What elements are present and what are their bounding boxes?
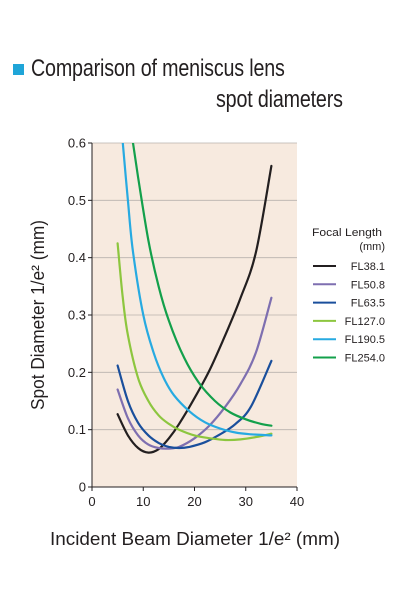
y-tick-label: 0 bbox=[79, 480, 86, 495]
legend-label-FL127.0: FL127.0 bbox=[345, 316, 385, 328]
x-tick-label: 40 bbox=[290, 494, 304, 509]
series-line-FL127.0 bbox=[116, 242, 273, 442]
x-axis-ticks: 0 10 20 30 40 bbox=[88, 487, 304, 509]
legend: Focal Length (mm) FL38.1 FL50.8 FL63.5 FL12… bbox=[312, 227, 385, 365]
legend-label-FL254.0: FL254.0 bbox=[345, 353, 385, 365]
x-tick-label: 20 bbox=[187, 494, 201, 509]
legend-title-units: (mm) bbox=[359, 241, 385, 253]
y-tick-label: 0.3 bbox=[68, 308, 86, 323]
chart-title-line-1: Comparison of meniscus lens bbox=[31, 55, 285, 82]
title-marker-icon bbox=[13, 64, 24, 75]
x-axis-label: Incident Beam Diameter 1/e² (mm) bbox=[50, 529, 340, 549]
chart-title-line-2: spot diameters bbox=[216, 86, 343, 113]
x-tick-label: 30 bbox=[239, 494, 253, 509]
legend-label-FL190.5: FL190.5 bbox=[345, 334, 385, 346]
y-tick-label: 0.5 bbox=[68, 193, 86, 208]
legend-label-FL63.5: FL63.5 bbox=[351, 298, 385, 310]
y-tick-label: 0.2 bbox=[68, 365, 86, 380]
y-axis-label: Spot Diameter 1/e² (mm) bbox=[28, 220, 48, 410]
legend-label-FL50.8: FL50.8 bbox=[351, 279, 385, 291]
legend-label-FL38.1: FL38.1 bbox=[351, 261, 385, 273]
y-tick-label: 0.6 bbox=[68, 136, 86, 151]
x-tick-label: 10 bbox=[136, 494, 150, 509]
y-axis-ticks: 0 0.1 0.2 0.3 0.4 0.5 0.6 bbox=[68, 136, 92, 495]
x-tick-label: 0 bbox=[88, 494, 95, 509]
legend-title: Focal Length bbox=[312, 227, 382, 239]
y-tick-label: 0.1 bbox=[68, 422, 86, 437]
series-line-FL63.5 bbox=[116, 359, 273, 450]
series-line-FL254.0 bbox=[131, 143, 273, 427]
y-tick-label: 0.4 bbox=[68, 250, 86, 265]
series-lines bbox=[116, 143, 273, 454]
series-line-FL38.1 bbox=[116, 164, 273, 454]
series-line-FL190.5 bbox=[121, 143, 273, 437]
